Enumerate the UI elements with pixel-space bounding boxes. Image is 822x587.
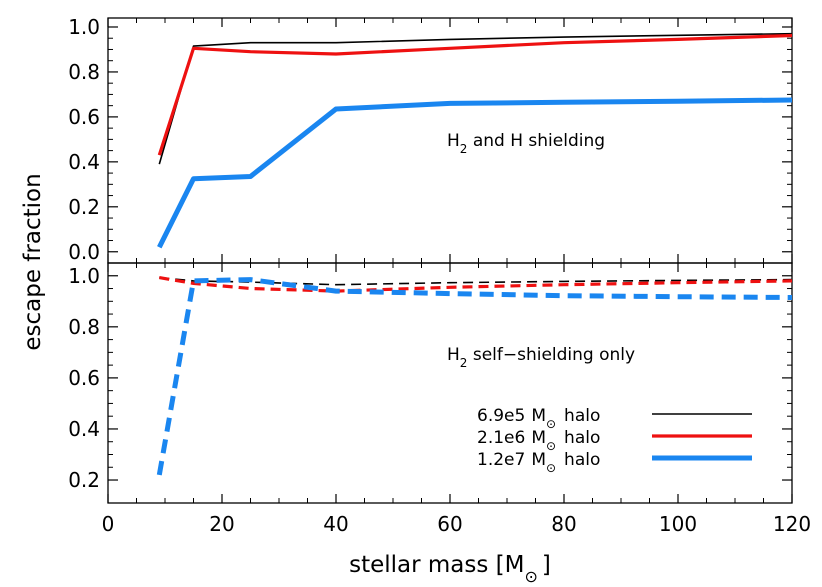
y-tick-label-p0-4: 0.8: [68, 60, 100, 84]
x-axis-label-main: stellar mass [M: [349, 552, 524, 578]
legend-entry-3-label: 1.2e7 M⊙ halo: [477, 450, 600, 475]
bottom-panel-annotation: H2 self−shielding only: [447, 345, 635, 370]
x-tick-label-6: 120: [773, 512, 811, 536]
bottom-series-2: [159, 276, 793, 293]
top-series-3: [157, 97, 793, 249]
y-tick-label-p1-2: 0.6: [68, 366, 100, 390]
x-tick-label-2: 40: [323, 512, 348, 536]
top-series-1: [158, 32, 793, 165]
series-layer: [156, 32, 793, 476]
x-axis-label: stellar mass [M⊙]: [349, 552, 551, 586]
y-tick-label-p0-1: 0.2: [68, 195, 100, 219]
y-tick-label-p0-5: 1.0: [68, 15, 100, 39]
y-tick-label-p0-0: 0.0: [68, 240, 100, 264]
x-tick-label-1: 20: [209, 512, 234, 536]
y-tick-label-p1-1: 0.4: [68, 417, 100, 441]
y-axis-label: escape fraction: [20, 173, 46, 350]
legend: 6.9e5 M⊙ halo 2.1e6 M⊙ halo 1.2e7 M⊙ halo: [477, 406, 752, 475]
y-tick-label-p0-3: 0.6: [68, 105, 100, 129]
legend-entry-1-label: 6.9e5 M⊙ halo: [477, 406, 600, 431]
bottom-series-1: [159, 276, 793, 286]
y-tick-label-p0-2: 0.4: [68, 150, 100, 174]
x-tick-label-4: 80: [551, 512, 576, 536]
ticks: [107, 18, 793, 503]
x-tick-label-3: 60: [437, 512, 462, 536]
top-series-2: [157, 33, 793, 156]
y-tick-label-p1-4: 1.0: [68, 264, 100, 288]
y-tick-label-p1-3: 0.8: [68, 315, 100, 339]
bottom-series-3: [156, 277, 793, 476]
x-axis-label-close: ]: [542, 552, 551, 578]
tick-labels: 0 20 40 60 80 100 120 0.0 0.2 0.4 0.6 0.8 1.0 0.2 0.4 0…: [68, 15, 811, 536]
y-tick-label-p1-0: 0.2: [68, 468, 100, 492]
x-axis-label-symbol: ⊙: [525, 567, 538, 586]
legend-entry-2-label: 2.1e6 M⊙ halo: [477, 428, 600, 453]
x-tick-label-0: 0: [102, 512, 115, 536]
top-panel-annotation: H2 and H shielding: [447, 131, 605, 156]
x-tick-label-5: 100: [659, 512, 697, 536]
